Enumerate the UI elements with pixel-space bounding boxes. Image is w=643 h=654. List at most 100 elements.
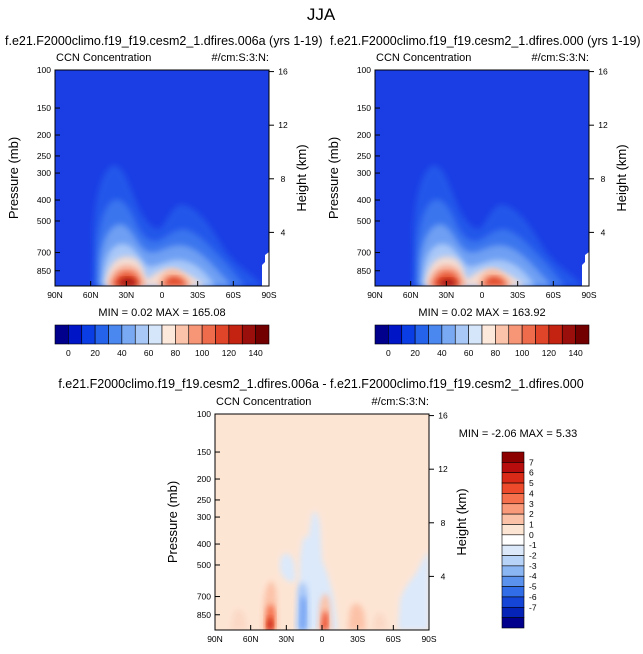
panel-a-colorbar: 0 20 40 60 80 100 120 140 xyxy=(54,324,270,358)
y-tick-label: 400 xyxy=(197,539,211,549)
colorbar-swatch xyxy=(501,534,525,546)
colorbar-tick-label: 80 xyxy=(491,348,501,358)
y-tick-label: 150 xyxy=(357,103,371,113)
x-tick-label: 90S xyxy=(421,634,436,644)
panel-diff: f.e21.F2000climo.f19_f19.cesm2_1.dfires.… xyxy=(58,377,583,644)
colorbar-swatch xyxy=(501,451,525,463)
y2-tick-label: 8 xyxy=(441,518,446,528)
colorbar-swatch xyxy=(501,462,525,474)
colorbar-swatch xyxy=(175,324,190,345)
x-tick-label: 60S xyxy=(546,290,561,300)
x-tick-label: 30N xyxy=(279,634,295,644)
colorbar-tick-label: 80 xyxy=(171,348,181,358)
x-tick-label: 30S xyxy=(510,290,525,300)
y-tick-label: 700 xyxy=(37,248,51,258)
colorbar-tick-label: 120 xyxy=(222,348,236,358)
y-tick-label: 850 xyxy=(197,610,211,620)
y-tick-label: 150 xyxy=(37,103,51,113)
x-tick-label: 90S xyxy=(261,290,276,300)
panel-diff-case-title: f.e21.F2000climo.f19_f19.cesm2_1.dfires.… xyxy=(58,377,583,391)
colorbar-tick-label: 3 xyxy=(529,499,534,509)
colorbar-tick-label: 4 xyxy=(529,488,534,498)
colorbar-tick-label: 20 xyxy=(410,348,420,358)
y-tick-label: 500 xyxy=(357,216,371,226)
panel-a-y2label: Height (km) xyxy=(294,144,309,211)
x-tick-label: 90S xyxy=(581,290,596,300)
colorbar-tick-label: -4 xyxy=(529,571,537,581)
panel-b-var-label: CCN Concentration xyxy=(376,52,471,64)
x-tick-label: 90N xyxy=(207,634,223,644)
colorbar-swatch xyxy=(121,324,136,345)
colorbar-swatch xyxy=(535,324,550,345)
colorbar-swatch xyxy=(501,586,525,598)
y2-tick-label: 12 xyxy=(598,120,608,130)
colorbar-tick-label: 140 xyxy=(249,348,263,358)
colorbar-swatch xyxy=(241,324,256,345)
panel-b-stats: MIN = 0.02 MAX = 163.92 xyxy=(418,307,545,319)
x-tick-label: 30S xyxy=(190,290,205,300)
y2-tick-label: 4 xyxy=(281,227,286,237)
colorbar-swatch xyxy=(501,565,525,577)
y-tick-label: 850 xyxy=(37,266,51,276)
y-tick-label: 100 xyxy=(37,65,51,75)
colorbar-swatch xyxy=(561,324,576,345)
colorbar-tick-label: 0 xyxy=(529,530,534,540)
y-tick-label: 700 xyxy=(357,248,371,258)
y2-tick-label: 8 xyxy=(281,174,286,184)
colorbar-swatch xyxy=(454,324,469,345)
figure-title: JJA xyxy=(307,5,336,24)
panel-b-y2label: Height (km) xyxy=(614,144,629,211)
colorbar-tick-label: 40 xyxy=(117,348,127,358)
x-tick-label: 90N xyxy=(367,290,383,300)
x-tick-label: 60N xyxy=(403,290,419,300)
colorbar-swatch xyxy=(414,324,429,345)
colorbar-swatch xyxy=(441,324,456,345)
colorbar-swatch xyxy=(228,324,243,345)
colorbar-swatch xyxy=(188,324,203,345)
colorbar-swatch xyxy=(481,324,496,345)
y-tick-label: 100 xyxy=(357,65,371,75)
colorbar-tick-label: 20 xyxy=(90,348,100,358)
colorbar-tick-label: 100 xyxy=(515,348,529,358)
x-tick-label: 60S xyxy=(226,290,241,300)
colorbar-tick-label: 100 xyxy=(195,348,209,358)
colorbar-swatch xyxy=(134,324,149,345)
colorbar-swatch xyxy=(468,324,483,345)
y-tick-label: 500 xyxy=(197,560,211,570)
colorbar-tick-label: 60 xyxy=(144,348,154,358)
colorbar-swatch xyxy=(201,324,216,345)
x-tick-label: 0 xyxy=(320,634,325,644)
colorbar-swatch xyxy=(501,617,525,629)
panel-diff-var-label: CCN Concentration xyxy=(216,396,311,408)
y2-tick-label: 12 xyxy=(278,120,288,130)
panel-a-units: #/cm:S:3:N: xyxy=(212,52,269,64)
colorbar-tick-label: -1 xyxy=(529,540,537,550)
y-tick-label: 200 xyxy=(37,130,51,140)
colorbar-swatch xyxy=(501,513,525,525)
colorbar-tick-label: 60 xyxy=(464,348,474,358)
y-tick-label: 400 xyxy=(357,195,371,205)
colorbar-swatch xyxy=(501,472,525,484)
colorbar-swatch xyxy=(501,544,525,556)
colorbar-swatch xyxy=(148,324,163,345)
x-tick-label: 0 xyxy=(160,290,165,300)
colorbar-swatch xyxy=(575,324,590,345)
colorbar-tick-label: 6 xyxy=(529,468,534,478)
colorbar-swatch xyxy=(428,324,443,345)
y2-tick-label: 4 xyxy=(601,227,606,237)
y-tick-label: 250 xyxy=(197,495,211,505)
panel-a-plot-field xyxy=(55,70,269,286)
y2-tick-label: 16 xyxy=(598,67,608,77)
colorbar-tick-label: 140 xyxy=(569,348,583,358)
y2-tick-label: 16 xyxy=(438,411,448,421)
y-tick-label: 250 xyxy=(37,151,51,161)
y-tick-label: 250 xyxy=(357,151,371,161)
y-tick-label: 300 xyxy=(357,168,371,178)
panel-b-ylabel: Pressure (mb) xyxy=(326,137,341,219)
panel-diff-axes: 90N 60N 30N 0 30S 60S 90S 100 150 200 250 300 400 500… xyxy=(197,409,448,644)
panel-a-axes: 90N 60N 30N 0 30S 60S 90S 100 150 200 250 300 400 500… xyxy=(37,65,288,300)
x-tick-label: 30N xyxy=(119,290,135,300)
colorbar-swatch xyxy=(161,324,176,345)
panel-diff-ylabel: Pressure (mb) xyxy=(165,481,180,563)
